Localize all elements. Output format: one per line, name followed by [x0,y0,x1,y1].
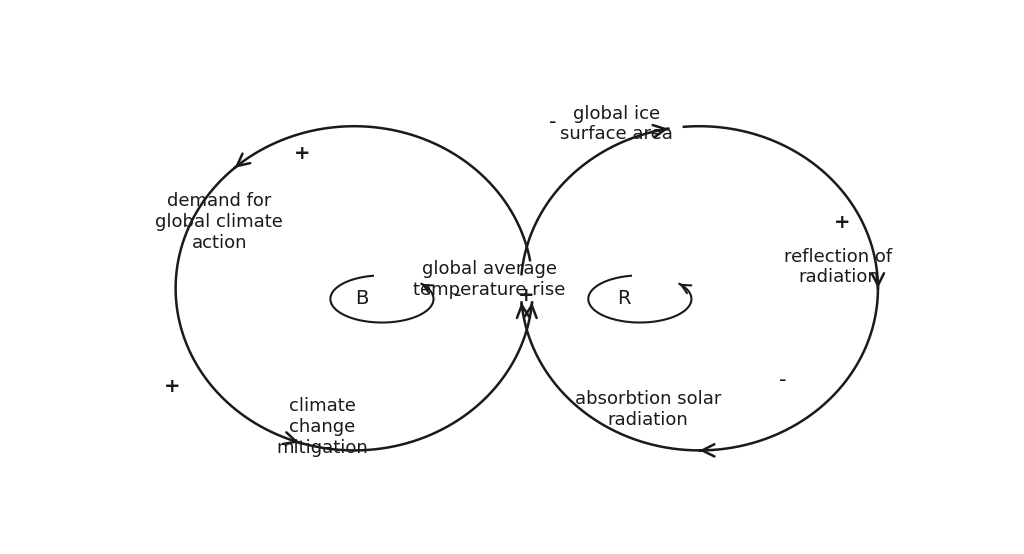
Text: R: R [617,290,631,309]
Text: +: + [518,286,535,305]
Text: global ice
surface area: global ice surface area [560,105,673,143]
Text: -: - [454,285,461,305]
Text: +: + [164,377,180,396]
Text: B: B [355,290,369,309]
Text: global average
temperature rise: global average temperature rise [413,260,565,299]
Text: +: + [294,145,311,163]
Text: reflection of
radiation: reflection of radiation [784,248,892,286]
Text: absorbtion solar
radiation: absorbtion solar radiation [574,391,721,429]
Text: +: + [834,213,851,232]
Text: climate
change
mitigation: climate change mitigation [276,397,369,456]
Text: -: - [549,112,556,132]
Text: -: - [779,370,786,390]
Text: demand for
global climate
action: demand for global climate action [156,192,284,252]
